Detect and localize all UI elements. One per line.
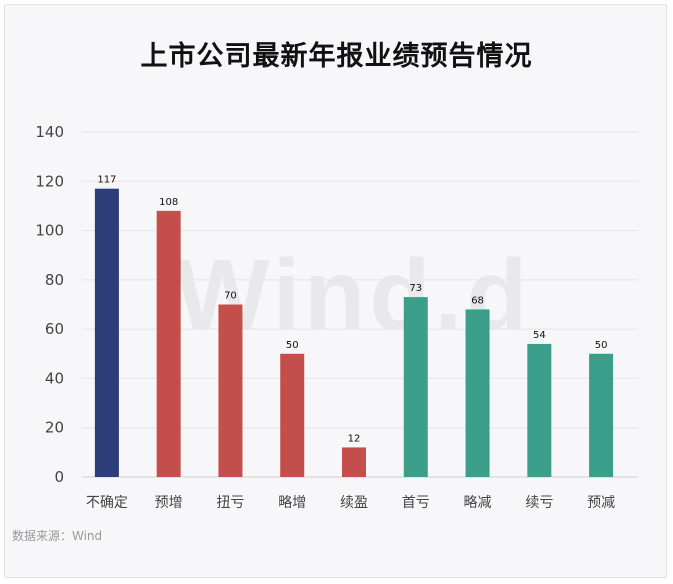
source-note: 数据来源：Wind [12,529,103,543]
y-tick-label: 0 [54,468,64,486]
y-tick-label: 80 [45,271,64,289]
bar [94,188,119,477]
y-tick-label: 40 [45,369,64,387]
bar [280,353,305,477]
y-tick-label: 60 [45,320,64,338]
bar [342,447,366,477]
x-tick-label: 预增 [155,495,183,511]
bar [527,343,552,477]
x-tick-label: 扭亏 [216,495,244,511]
data-label: 73 [409,283,422,294]
data-label: 68 [471,295,484,306]
data-label: 50 [595,340,608,351]
bar [156,210,181,477]
x-tick-label: 续盈 [340,494,368,511]
data-label: 12 [348,433,361,444]
y-tick-label: 140 [35,123,64,141]
y-tick-label: 20 [45,419,64,437]
x-tick-label: 预减 [587,495,615,511]
data-label: 108 [159,197,178,208]
x-tick-label: 首亏 [402,495,430,511]
data-label: 117 [97,175,116,186]
y-tick-label: 120 [35,172,64,190]
bar [403,297,428,477]
data-label: 70 [224,291,237,302]
bar [218,304,243,477]
x-tick-label: 略增 [278,495,306,511]
bar [589,353,614,477]
data-label: 50 [286,340,299,351]
bar [465,309,490,477]
x-tick-label: 略减 [464,495,492,511]
chart-title: 上市公司最新年报业绩预告情况 [140,41,533,72]
data-label: 54 [533,330,546,341]
x-tick-label: 续亏 [525,494,553,511]
x-tick-label: 不确定 [86,495,128,511]
y-tick-label: 100 [35,222,64,240]
